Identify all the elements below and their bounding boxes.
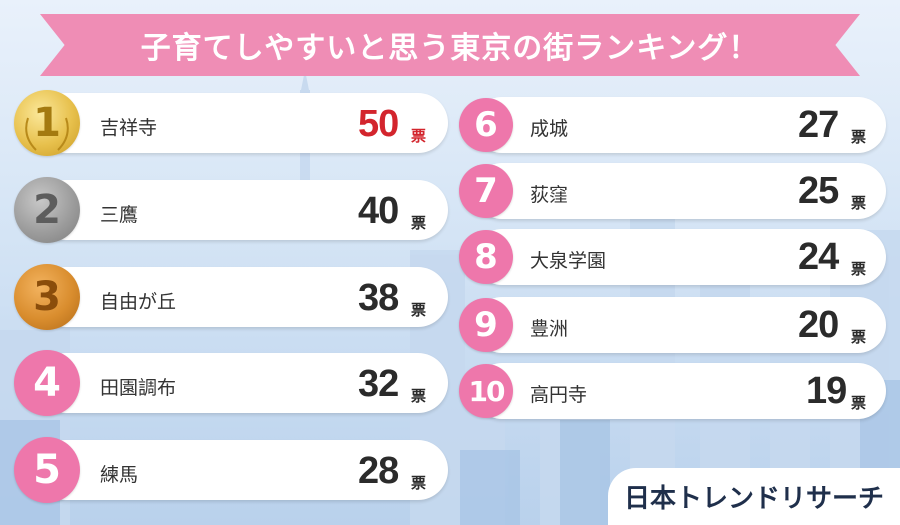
rank-badge: 8 <box>459 230 513 284</box>
town-name: 成城 <box>530 118 569 140</box>
town-name: 練馬 <box>100 464 139 486</box>
vote-unit: 票 <box>851 328 867 346</box>
brand-logo: 日本トレンドリサーチ <box>608 468 900 525</box>
vote-count: 50 <box>358 103 399 145</box>
vote-count: 40 <box>358 190 399 232</box>
vote-unit: 票 <box>851 194 867 212</box>
rank-badge-silver: 2 <box>14 177 80 243</box>
rank-row-2 <box>36 180 448 240</box>
vote-unit: 票 <box>851 394 867 412</box>
town-name: 大泉学園 <box>530 250 607 272</box>
town-name: 荻窪 <box>530 184 569 206</box>
rank-number: 9 <box>474 305 498 345</box>
vote-unit: 票 <box>411 214 427 232</box>
rank-badge: 4 <box>14 350 80 416</box>
town-name: 吉祥寺 <box>100 117 158 139</box>
vote-unit: 票 <box>411 127 427 145</box>
rank-badge: 10 <box>459 364 513 418</box>
vote-unit: 票 <box>411 474 427 492</box>
town-name: 自由が丘 <box>100 291 177 313</box>
vote-count: 20 <box>798 304 839 346</box>
rank-badge-gold: 1 <box>14 90 80 156</box>
vote-count: 24 <box>798 236 839 278</box>
rank-number: 1 <box>33 100 61 146</box>
logo-text: 日本トレンドリサーチ <box>623 484 884 514</box>
rank-badge: 7 <box>459 164 513 218</box>
rank-number: 10 <box>468 374 506 408</box>
rank-number: 5 <box>33 447 61 493</box>
vote-count: 25 <box>798 170 839 212</box>
vote-count: 19 <box>806 370 847 412</box>
rank-number: 4 <box>33 360 61 406</box>
rank-badge-bronze: 3 <box>14 264 80 330</box>
town-name: 高円寺 <box>530 384 588 406</box>
rank-badge: 6 <box>459 98 513 152</box>
title-banner: 子育てしやすいと思う東京の街ランキング！ <box>40 14 860 76</box>
rank-number: 7 <box>474 171 498 211</box>
vote-count: 32 <box>358 363 399 405</box>
vote-unit: 票 <box>411 387 427 405</box>
rank-row-5 <box>36 440 448 500</box>
vote-count: 27 <box>798 104 839 146</box>
laurel-icon <box>25 117 69 151</box>
rank-number: 2 <box>33 187 61 233</box>
rank-badge: 5 <box>14 437 80 503</box>
rank-row-3 <box>36 267 448 327</box>
vote-count: 38 <box>358 277 399 319</box>
vote-unit: 票 <box>851 128 867 146</box>
vote-count: 28 <box>358 450 399 492</box>
rank-number: 6 <box>474 105 498 145</box>
rank-row-1 <box>36 93 448 153</box>
vote-unit: 票 <box>411 301 427 319</box>
banner-title: 子育てしやすいと思う東京の街ランキング！ <box>140 31 760 66</box>
rank-row-10 <box>474 363 886 419</box>
rank-row-7 <box>474 163 886 219</box>
rank-row-6 <box>474 97 886 153</box>
vote-unit: 票 <box>851 260 867 278</box>
rank-row-9 <box>474 297 886 353</box>
rank-row-8 <box>474 229 886 285</box>
rank-row-4 <box>36 353 448 413</box>
town-name: 豊洲 <box>530 318 569 340</box>
rank-number: 3 <box>33 274 61 320</box>
rank-number: 8 <box>474 237 498 277</box>
town-name: 三鷹 <box>100 204 139 226</box>
town-name: 田園調布 <box>100 377 177 399</box>
rank-badge: 9 <box>459 298 513 352</box>
